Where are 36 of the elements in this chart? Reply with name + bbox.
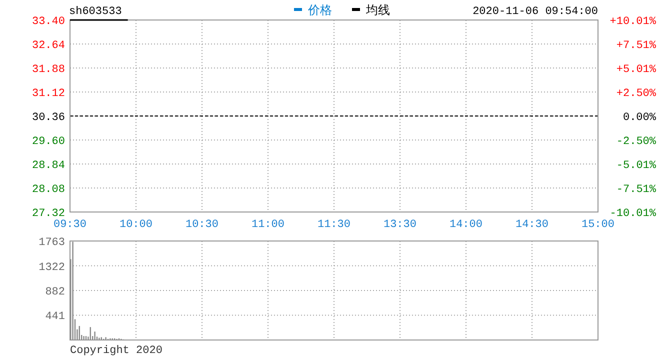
legend-label: 均线 (365, 3, 390, 17)
y-tick-label: 31.88 (32, 64, 65, 76)
y-tick-label: 441 (45, 311, 66, 324)
y2-tick-label: 0.00% (622, 112, 656, 124)
y-tick-label: 30.36 (32, 112, 65, 124)
y-tick-label: 32.64 (32, 40, 66, 52)
y2-tick-label: +7.51% (616, 40, 656, 52)
y-tick-label: 1763 (38, 237, 65, 249)
y-tick-label: 28.08 (32, 184, 65, 196)
y-tick-label: 29.60 (32, 136, 65, 148)
x-tick-label: 10:30 (185, 219, 219, 231)
x-tick-label: 14:00 (449, 219, 483, 231)
y2-tick-label: +10.01% (610, 16, 656, 28)
y2-tick-label: +5.01% (616, 64, 656, 76)
y-tick-label: 31.12 (32, 88, 65, 100)
text: 2020-11-06 09:54:00 (472, 6, 598, 18)
y-tick-label: 33.40 (32, 16, 65, 28)
y-tick-label: 882 (45, 286, 65, 298)
y-tick-label: 28.84 (32, 160, 66, 172)
x-tick-label: 13:30 (383, 219, 417, 231)
x-tick-label: 11:00 (251, 219, 285, 231)
x-tick-label: 11:30 (317, 219, 351, 231)
y2-tick-label: -2.50% (616, 136, 656, 148)
y2-tick-label: -7.51% (616, 184, 656, 196)
x-tick-label: 10:00 (119, 219, 153, 231)
y2-tick-label: +2.50% (616, 88, 656, 100)
legend-label: 价格 (307, 3, 332, 17)
x-tick-label: 14:30 (515, 219, 549, 231)
text: Copyright 2020 (70, 345, 162, 357)
x-tick-label: 09:30 (53, 219, 87, 231)
y2-tick-label: -5.01% (616, 160, 656, 172)
chart-title: sh603533 (69, 6, 122, 18)
y-tick-label: 27.32 (32, 208, 65, 220)
x-tick-label: 15:00 (581, 219, 615, 231)
y2-tick-label: -10.01% (610, 208, 656, 220)
y-tick-label: 1322 (38, 262, 65, 274)
